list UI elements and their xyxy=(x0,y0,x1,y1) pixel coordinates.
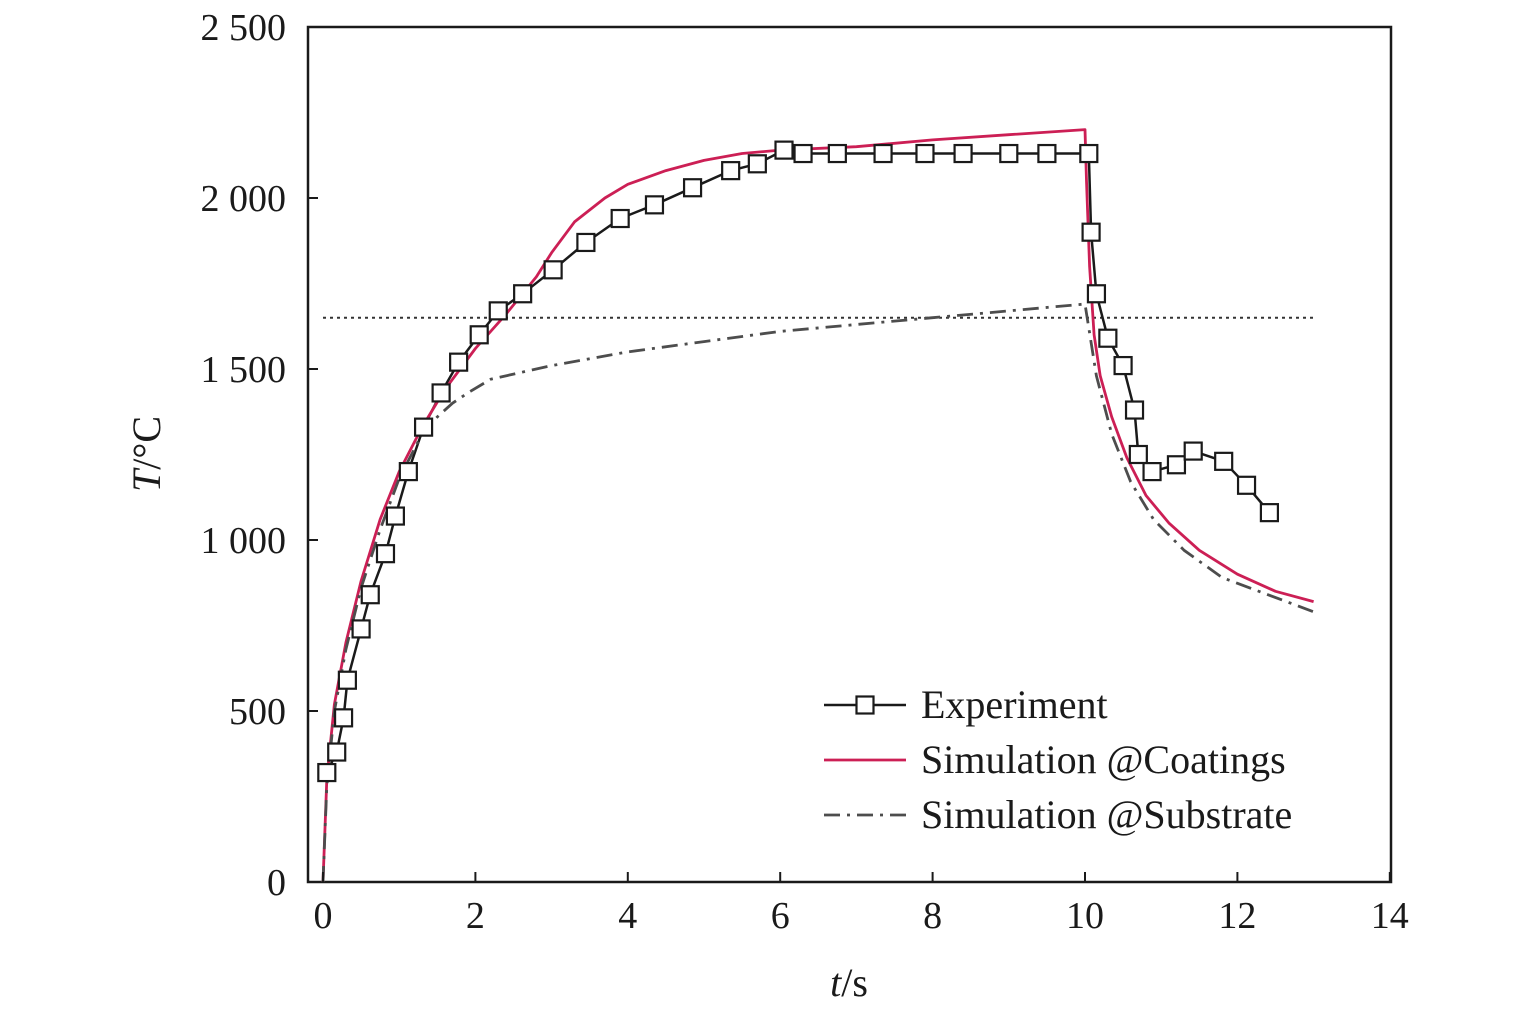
data-point-marker xyxy=(793,143,813,164)
y-tick-label: 1 500 xyxy=(201,349,287,391)
data-point-marker xyxy=(327,742,347,762)
data-point-marker xyxy=(1183,441,1203,461)
data-point-marker xyxy=(1113,355,1133,376)
y-tick-label: 1 000 xyxy=(201,520,287,562)
data-point-marker xyxy=(317,762,337,783)
data-point-marker xyxy=(469,325,489,345)
x-tick-label: 4 xyxy=(618,895,637,937)
data-point-marker xyxy=(682,178,703,198)
data-point-marker xyxy=(1124,400,1145,420)
x-tick-label: 14 xyxy=(1371,895,1409,937)
data-point-marker xyxy=(827,143,847,164)
data-point-marker xyxy=(398,462,418,482)
data-point-marker xyxy=(351,619,371,639)
x-tick-label: 0 xyxy=(314,895,333,937)
data-point-marker xyxy=(1166,455,1187,475)
data-point-marker xyxy=(333,708,354,728)
data-point-marker xyxy=(1214,451,1234,471)
data-point-marker xyxy=(543,260,563,280)
data-point-marker xyxy=(1128,444,1148,465)
data-point-marker xyxy=(644,195,665,215)
data-point-marker xyxy=(576,232,596,253)
tick-layer: 0 2 4 6 8 10 12 14 0 500 1 000 1 500 2 000 2 500 xyxy=(201,7,1409,937)
data-point-marker xyxy=(488,301,508,321)
data-point-marker xyxy=(1086,284,1107,304)
data-point-marker xyxy=(873,143,893,164)
legend-label: Experiment xyxy=(921,682,1108,727)
x-tick-label: 10 xyxy=(1066,895,1104,937)
x-tick-label: 6 xyxy=(771,895,790,937)
y-tick-label: 2 000 xyxy=(201,178,287,220)
legend-marker xyxy=(855,695,875,715)
data-point-marker xyxy=(1081,222,1101,242)
series-line-3 xyxy=(321,302,1315,883)
y-tick-label: 0 xyxy=(267,862,286,904)
data-point-marker xyxy=(953,143,973,164)
data-point-marker xyxy=(915,143,935,164)
data-point-marker xyxy=(1236,475,1257,495)
data-point-marker xyxy=(999,143,1019,164)
data-point-marker xyxy=(413,417,434,437)
data-point-marker xyxy=(360,585,380,605)
data-point-marker xyxy=(1079,143,1099,164)
x-axis-label: t/s xyxy=(830,960,868,1005)
data-point-marker xyxy=(747,154,767,174)
data-point-marker xyxy=(375,544,396,564)
data-point-marker xyxy=(1098,328,1118,348)
data-point-marker xyxy=(721,161,741,181)
legend: Experiment Simulation @Coatings Simulation… xyxy=(824,682,1292,837)
y-tick-label: 500 xyxy=(229,691,286,733)
x-tick-label: 8 xyxy=(923,895,942,937)
data-point-marker xyxy=(431,383,451,403)
marker-layer xyxy=(317,140,1280,783)
y-tick-label: 2 500 xyxy=(201,7,287,49)
data-point-marker xyxy=(1037,143,1057,164)
y-axis-label: T/°C xyxy=(124,416,169,492)
data-point-marker xyxy=(449,352,469,372)
data-point-marker xyxy=(1142,462,1162,482)
data-point-marker xyxy=(385,506,405,526)
data-point-marker xyxy=(1259,503,1280,523)
plot-frame xyxy=(306,25,1393,884)
data-point-marker xyxy=(337,670,357,690)
data-point-marker xyxy=(513,284,533,304)
legend-label: Simulation @Coatings xyxy=(921,737,1286,782)
data-point-marker xyxy=(774,140,794,160)
x-tick-label: 2 xyxy=(466,895,485,937)
legend-label: Simulation @Substrate xyxy=(921,792,1292,837)
data-point-marker xyxy=(610,208,630,229)
x-tick-label: 12 xyxy=(1218,895,1256,937)
series-line-2 xyxy=(321,128,1314,883)
